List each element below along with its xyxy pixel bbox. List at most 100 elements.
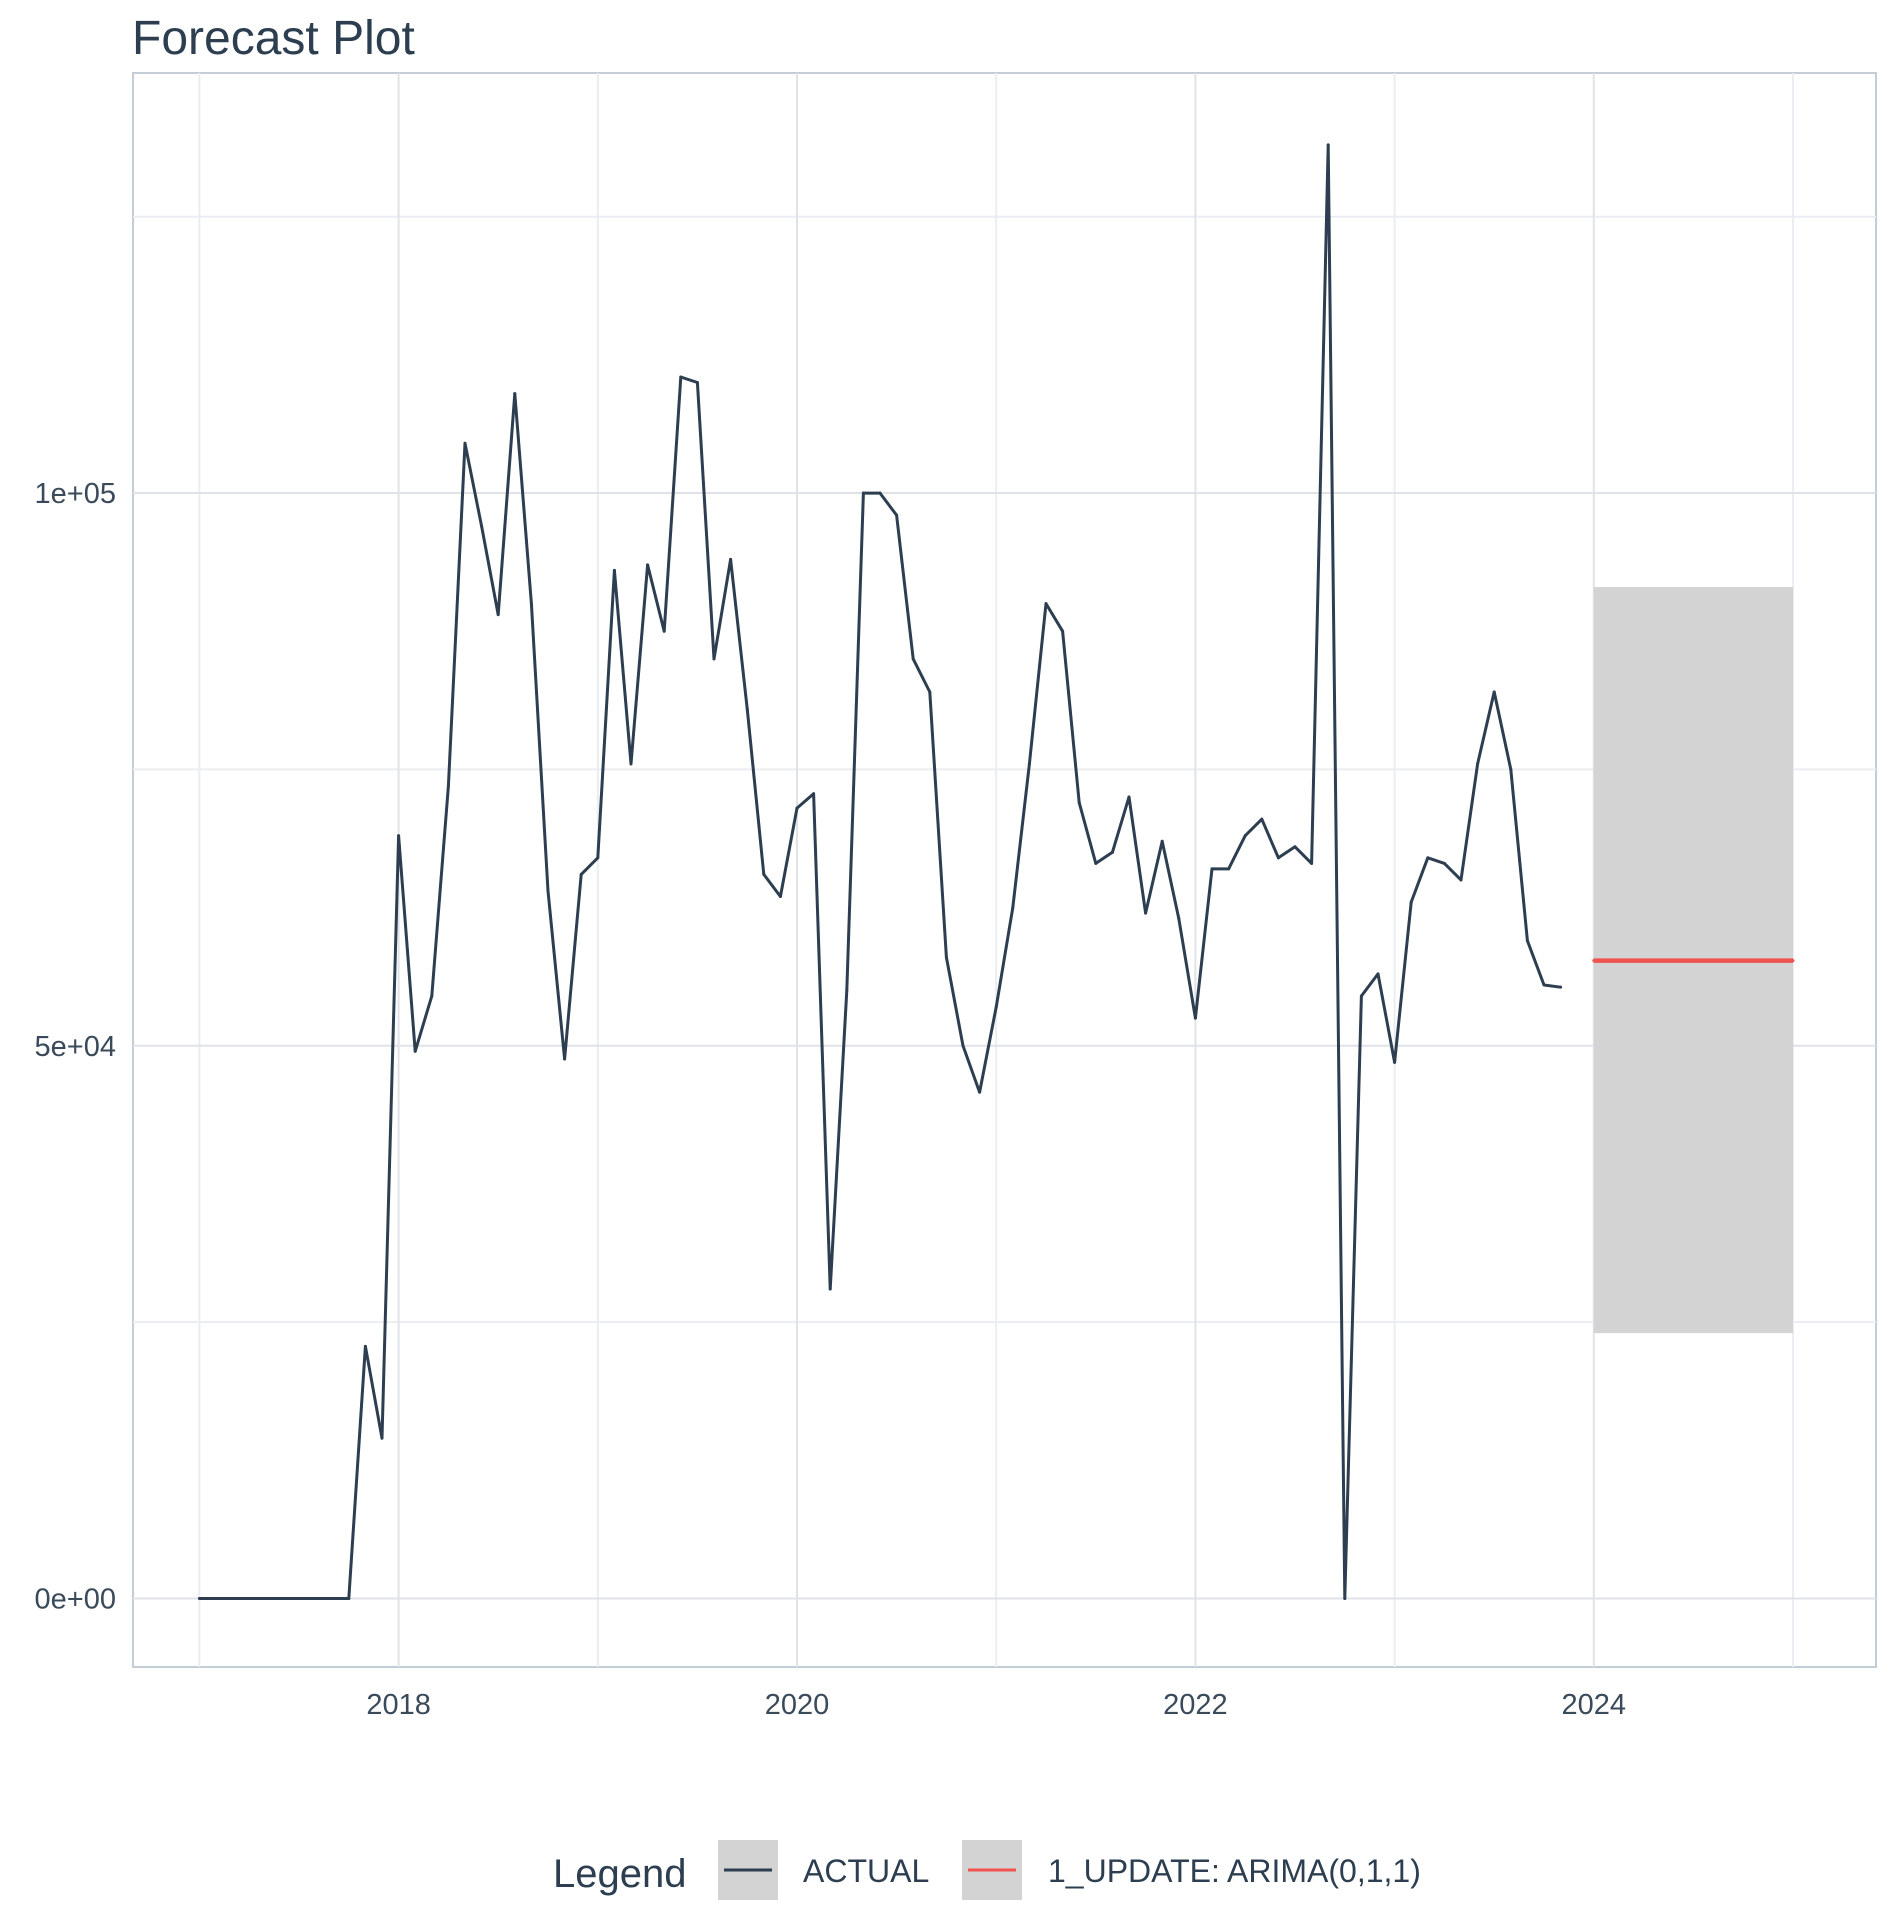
plot-panel (132, 72, 1877, 1668)
actual-data-point (496, 613, 500, 617)
actual-data-point (1094, 861, 1098, 865)
actual-data-point (1276, 856, 1280, 860)
series-layer (197, 143, 1795, 1600)
y-tick-label: 0e+00 (35, 1583, 116, 1615)
x-tick-label: 2018 (366, 1689, 431, 1721)
legend-title: Legend (553, 1852, 686, 1896)
actual-data-point (480, 524, 484, 528)
actual-data-point (430, 994, 434, 998)
y-axis: 0e+00 5e+04 1e+05 (35, 478, 116, 1615)
actual-data-point (895, 513, 899, 517)
actual-data-point (1260, 817, 1264, 821)
actual-data-point (513, 392, 517, 396)
actual-data-point (197, 1596, 201, 1600)
actual-data-point (596, 856, 600, 860)
y-tick-label: 1e+05 (35, 478, 116, 510)
actual-data-point (695, 381, 699, 385)
actual-data-point (1160, 839, 1164, 843)
actual-data-point (1210, 867, 1214, 871)
actual-data-point (1027, 762, 1031, 766)
actual-data-point (1476, 762, 1480, 766)
actual-data-point (778, 895, 782, 899)
actual-data-point (1492, 690, 1496, 694)
actual-data-point (845, 988, 849, 992)
legend-label-actual: ACTUAL (803, 1853, 929, 1889)
x-axis: 2018 2020 2022 2024 (366, 1689, 1626, 1721)
actual-data-point (1044, 602, 1048, 606)
minor-gridlines (133, 73, 1876, 1667)
actual-data-point (662, 629, 666, 633)
actual-data-point (1559, 985, 1563, 989)
actual-data-point (828, 1287, 832, 1291)
x-tick-label: 2022 (1163, 1689, 1228, 1721)
legend-label-forecast: 1_UPDATE: ARIMA(0,1,1) (1048, 1853, 1421, 1889)
actual-data-point (994, 1005, 998, 1009)
actual-data-point (1310, 861, 1314, 865)
actual-data-point (1359, 994, 1363, 998)
actual-data-point (978, 1090, 982, 1094)
actual-data-point (1144, 911, 1148, 915)
actual-data-point (1326, 143, 1330, 147)
actual-data-point (878, 491, 882, 495)
y-tick-label: 5e+04 (35, 1031, 116, 1063)
major-gridlines (133, 73, 1876, 1667)
forecast-data-point (1592, 959, 1596, 963)
forecast-data-point (1791, 959, 1795, 963)
actual-data-point (712, 657, 716, 661)
actual-data-point (1061, 629, 1065, 633)
actual-data-point (579, 872, 583, 876)
actual-data-point (928, 690, 932, 694)
actual-data-point (529, 602, 533, 606)
actual-data-point (563, 1057, 567, 1061)
actual-data-point (911, 657, 915, 661)
actual-data-point (1343, 1596, 1347, 1600)
actual-data-point (1177, 917, 1181, 921)
actual-data-point (280, 1596, 284, 1600)
actual-data-point (264, 1596, 268, 1600)
actual-data-point (944, 955, 948, 959)
actual-data-point (231, 1596, 235, 1600)
actual-data-point (297, 1596, 301, 1600)
actual-data-point (1077, 801, 1081, 805)
actual-data-point (1393, 1060, 1397, 1064)
actual-data-point (745, 707, 749, 711)
actual-data-point (646, 563, 650, 567)
actual-data-point (1193, 1016, 1197, 1020)
actual-data-point (795, 806, 799, 810)
actual-data-point (1426, 856, 1430, 860)
actual-data-point (1525, 939, 1529, 943)
x-tick-label: 2024 (1562, 1689, 1627, 1721)
actual-data-point (314, 1596, 318, 1600)
actual-data-point (463, 441, 467, 445)
actual-data-point (1542, 983, 1546, 987)
actual-data-point (961, 1044, 965, 1048)
actual-data-point (679, 375, 683, 379)
actual-data-point (214, 1596, 218, 1600)
actual-data-point (397, 834, 401, 838)
actual-data-point (247, 1596, 251, 1600)
actual-data-point (1243, 834, 1247, 838)
actual-data-point (812, 792, 816, 796)
actual-data-point (762, 872, 766, 876)
actual-data-point (1442, 861, 1446, 865)
actual-data-point (413, 1049, 417, 1053)
actual-data-point (729, 557, 733, 561)
actual-data-point (1227, 867, 1231, 871)
actual-data-point (1459, 878, 1463, 882)
actual-data-point (446, 784, 450, 788)
actual-data-point (1409, 900, 1413, 904)
actual-data-point (1509, 767, 1513, 771)
actual-data-point (363, 1344, 367, 1348)
actual-data-point (347, 1596, 351, 1600)
actual-data-point (1293, 845, 1297, 849)
actual-data-point (380, 1436, 384, 1440)
actual-data-point (861, 491, 865, 495)
actual-data-point (1376, 972, 1380, 976)
actual-data-point (629, 762, 633, 766)
x-tick-label: 2020 (765, 1689, 830, 1721)
actual-data-point (612, 568, 616, 572)
actual-data-point (546, 889, 550, 893)
actual-data-point (1011, 906, 1015, 910)
actual-data-point (330, 1596, 334, 1600)
